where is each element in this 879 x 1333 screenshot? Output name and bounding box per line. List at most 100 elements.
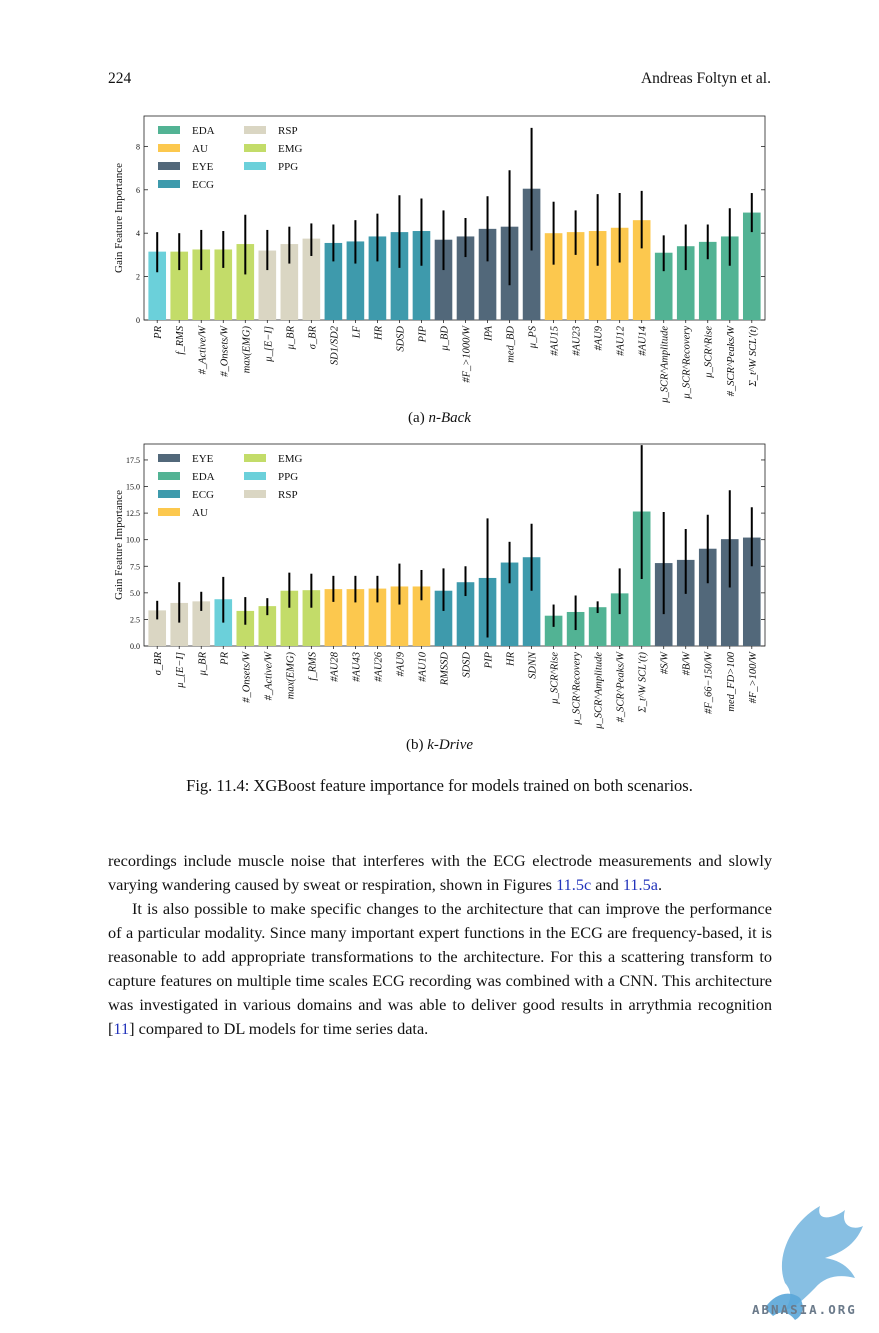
bar	[148, 251, 167, 320]
x-tick-label: IPA	[484, 325, 495, 342]
x-tick-label: μ_SCR^Amplitude	[594, 652, 605, 730]
x-tick-label: HR	[373, 325, 384, 341]
figure-link[interactable]: 11.5a	[622, 875, 658, 894]
legend-label: PPG	[278, 161, 298, 173]
y-tick-label: 2.5	[130, 615, 140, 624]
x-tick-label: PIP	[417, 325, 428, 343]
bar	[456, 582, 475, 646]
legend-label: ECG	[192, 489, 214, 501]
subcaption-name: n-Back	[428, 410, 471, 426]
bar	[500, 562, 519, 646]
x-tick-label: SDSD	[395, 326, 406, 352]
y-tick-label: 17.5	[126, 456, 140, 465]
watermark-logo	[765, 1206, 863, 1320]
x-tick-label: μ_SCR^Amplitude	[660, 326, 671, 404]
x-tick-label: μ_BR	[285, 325, 296, 350]
bar	[258, 250, 277, 320]
legend-label: AU	[192, 507, 208, 519]
x-tick-label: #AU15	[550, 326, 561, 356]
legend-swatch	[158, 454, 180, 462]
paragraph-text: and	[591, 875, 623, 894]
y-tick-label: 0.0	[130, 642, 140, 651]
x-tick-label: RMSSD	[439, 652, 450, 687]
plot-frame	[143, 115, 766, 321]
bar	[610, 227, 629, 320]
legend-swatch	[244, 472, 266, 480]
subcaption-nback: (a) n-Back	[0, 410, 879, 427]
x-tick-label: μ_SCR^Recovery	[682, 326, 693, 400]
legend-label: EDA	[192, 125, 215, 137]
x-tick-label: f_RMS	[175, 325, 186, 354]
bar	[170, 602, 189, 646]
x-tick-label: #F_>100/W	[748, 651, 759, 704]
bar	[302, 590, 321, 646]
bar	[192, 601, 211, 646]
bar	[698, 241, 717, 320]
legend-swatch	[158, 508, 180, 516]
bar	[544, 615, 563, 646]
bar	[412, 231, 431, 320]
bar	[434, 590, 453, 646]
x-tick-label: SDNN	[528, 651, 539, 679]
legend-swatch	[244, 126, 266, 134]
figure-link[interactable]: 11.5c	[556, 875, 592, 894]
bar	[390, 586, 409, 646]
bar	[588, 607, 607, 646]
x-tick-label: μ_BR	[197, 651, 208, 676]
x-tick-label: #B/W	[682, 651, 693, 676]
bar	[522, 188, 541, 320]
citation-link[interactable]: 11	[113, 1019, 130, 1038]
bar	[676, 559, 695, 646]
running-head-author: Andreas Foltyn et al.	[640, 70, 771, 87]
bar	[588, 231, 607, 320]
bar	[632, 220, 651, 320]
x-tick-label: σ_BR	[153, 651, 164, 675]
paragraph-text: recordings include muscle noise that int…	[108, 851, 772, 894]
griffin-body-icon	[765, 1293, 803, 1320]
bar	[324, 589, 343, 646]
legend-label: AU	[192, 143, 208, 155]
x-tick-label: PIP	[484, 651, 495, 669]
legend-swatch	[158, 144, 180, 152]
bar	[720, 539, 739, 646]
page-header: 224 Andreas Foltyn et al.	[108, 70, 771, 92]
x-tick-label: σ_BR	[307, 325, 318, 349]
bar	[742, 537, 761, 646]
y-axis-label: Gain Feature Importance	[113, 163, 125, 273]
y-tick-label: 12.5	[126, 509, 140, 518]
page-number: 224	[108, 70, 132, 87]
x-tick-label: max(EMG)	[241, 326, 252, 374]
legend-swatch	[244, 490, 266, 498]
bar	[346, 589, 365, 646]
x-tick-label: μ_SCR^Rise	[550, 652, 561, 705]
x-tick-label: Σ_t^W SCL′(t)	[748, 326, 759, 388]
y-tick-label: 4	[136, 229, 140, 238]
bar	[236, 244, 255, 320]
x-tick-label: #_Active/W	[263, 651, 274, 701]
bar	[566, 232, 585, 320]
legend-label: EMG	[278, 453, 303, 465]
legend-label: EYE	[192, 453, 214, 465]
x-tick-label: #S/W	[660, 651, 671, 674]
bar	[324, 242, 343, 320]
bar	[456, 236, 475, 320]
legend-label: ECG	[192, 179, 214, 191]
x-tick-label: med_BD	[506, 326, 517, 363]
x-tick-label: #AU9	[395, 651, 406, 676]
bar	[742, 212, 761, 320]
legend-swatch	[158, 180, 180, 188]
bar	[412, 586, 431, 646]
feature-importance-chart-kdrive: 0.0 2.5 5.0 7.5 10.0 12.5 15.0 17.5 Gain Feature…	[113, 443, 766, 730]
legend-label: PPG	[278, 471, 298, 483]
x-tick-label: μ_[E−I]	[263, 326, 274, 363]
y-tick-label: 8	[136, 142, 140, 151]
bar	[522, 557, 541, 646]
griffin-wing-icon	[781, 1206, 863, 1310]
body-text: recordings include muscle noise that int…	[108, 849, 772, 1041]
bar	[214, 249, 233, 320]
bar	[148, 610, 167, 646]
legend-swatch	[244, 454, 266, 462]
paragraph-1: recordings include muscle noise that int…	[108, 849, 772, 897]
subcaption-label: (a)	[408, 410, 425, 426]
x-tick-label: HR	[506, 651, 517, 667]
